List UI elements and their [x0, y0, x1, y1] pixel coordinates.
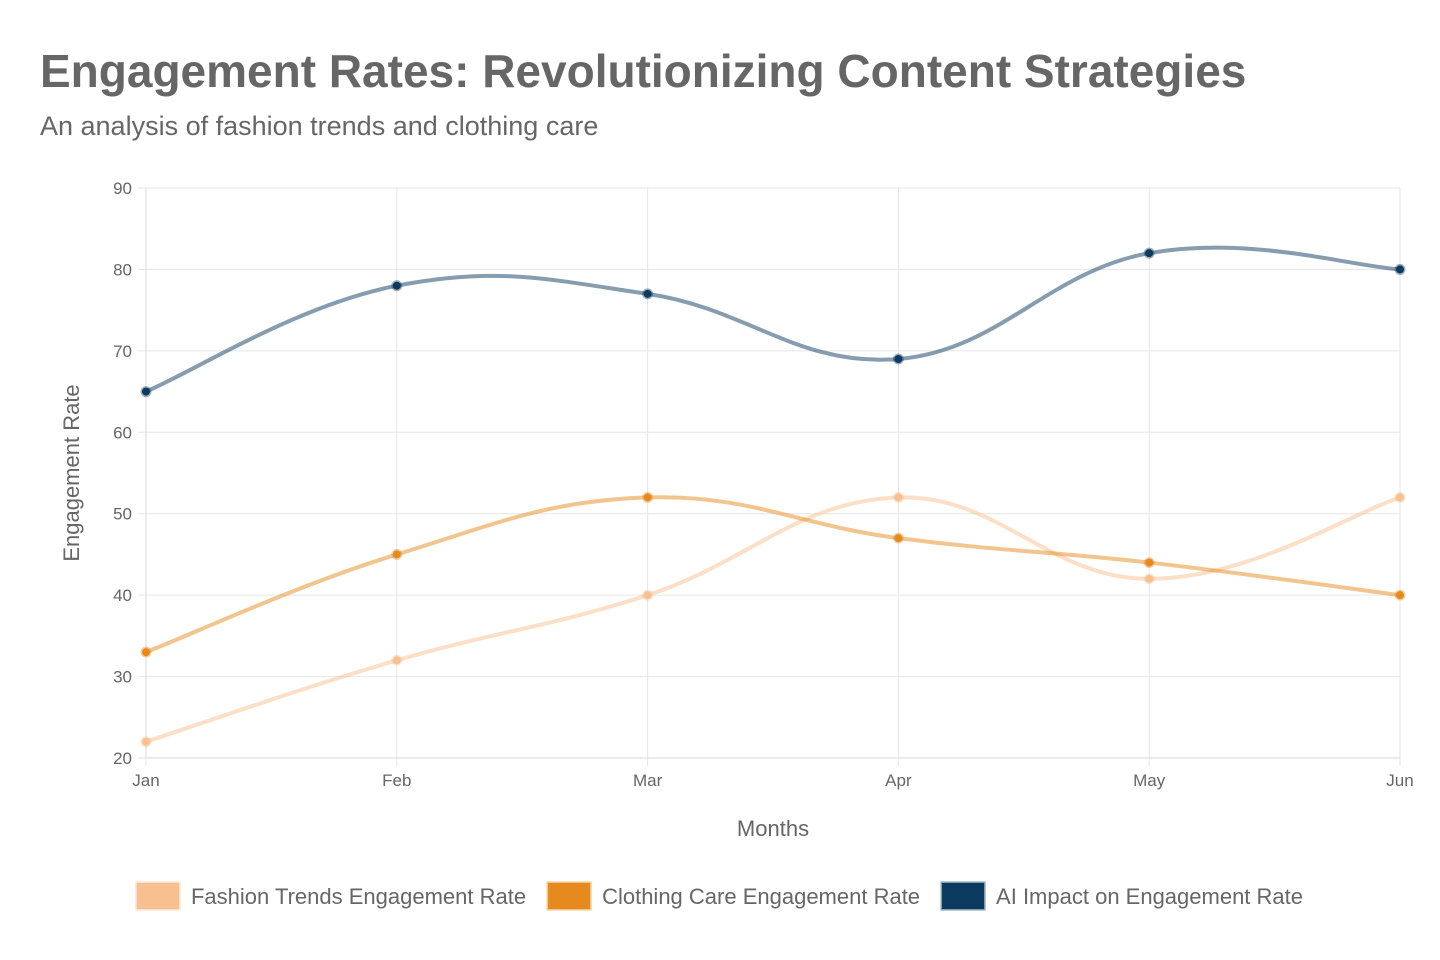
data-point-fashion-trends-engagement-rate-apr[interactable]: [892, 491, 904, 503]
y-tick-label: 90: [113, 179, 132, 198]
axes: 20 30 40 50 60 70 80 90 Jan Feb Mar Apr May Jun: [113, 179, 1414, 790]
data-point-clothing-care-engagement-rate-mar[interactable]: [642, 491, 654, 503]
legend-label: Fashion Trends Engagement Rate: [191, 884, 526, 909]
y-tick-label: 60: [113, 423, 132, 442]
data-point-ai-impact-on-engagement-rate-feb[interactable]: [391, 280, 403, 292]
chart-subtitle: An analysis of fashion trends and clothi…: [40, 111, 599, 141]
data-point-ai-impact-on-engagement-rate-jan[interactable]: [140, 386, 152, 398]
series-lines: [144, 245, 1402, 744]
data-point-fashion-trends-engagement-rate-mar[interactable]: [642, 589, 654, 601]
data-point-fashion-trends-engagement-rate-jan[interactable]: [140, 736, 152, 748]
y-tick-label: 30: [113, 668, 132, 687]
legend-label: Clothing Care Engagement Rate: [602, 884, 920, 909]
data-point-clothing-care-engagement-rate-apr[interactable]: [892, 532, 904, 544]
legend-item-ai-impact-on-engagement-rate[interactable]: AI Impact on Engagement Rate: [940, 881, 1303, 911]
series-points: [140, 247, 1406, 748]
chart-title: Engagement Rates: Revolutionizing Conten…: [40, 45, 1247, 97]
legend-item-fashion-trends-engagement-rate[interactable]: Fashion Trends Engagement Rate: [135, 881, 526, 911]
data-point-ai-impact-on-engagement-rate-may[interactable]: [1143, 247, 1155, 259]
legend-swatch: [940, 881, 986, 911]
x-tick-label: Apr: [885, 771, 912, 790]
data-point-fashion-trends-engagement-rate-may[interactable]: [1143, 573, 1155, 585]
grid-lines: [145, 187, 1401, 766]
legend-item-clothing-care-engagement-rate[interactable]: Clothing Care Engagement Rate: [546, 881, 920, 911]
data-point-ai-impact-on-engagement-rate-jun[interactable]: [1394, 263, 1406, 275]
y-axis-title: Engagement Rate: [59, 384, 84, 561]
data-point-fashion-trends-engagement-rate-feb[interactable]: [391, 654, 403, 666]
y-tick-label: 20: [113, 749, 132, 768]
data-point-fashion-trends-engagement-rate-jun[interactable]: [1394, 491, 1406, 503]
data-point-clothing-care-engagement-rate-jan[interactable]: [140, 646, 152, 658]
data-point-ai-impact-on-engagement-rate-apr[interactable]: [892, 353, 904, 365]
series-line-fashion-trends-engagement-rate: [144, 495, 1402, 744]
legend-swatch: [135, 881, 181, 911]
x-tick-label: Mar: [633, 771, 663, 790]
data-point-clothing-care-engagement-rate-feb[interactable]: [391, 548, 403, 560]
series-line-ai-impact-on-engagement-rate: [144, 245, 1402, 394]
x-tick-label: Jan: [132, 771, 159, 790]
data-point-clothing-care-engagement-rate-jun[interactable]: [1394, 589, 1406, 601]
x-tick-label: Feb: [382, 771, 411, 790]
y-tick-label: 50: [113, 505, 132, 524]
x-tick-label: Jun: [1386, 771, 1413, 790]
data-point-clothing-care-engagement-rate-may[interactable]: [1143, 557, 1155, 569]
data-point-ai-impact-on-engagement-rate-mar[interactable]: [642, 288, 654, 300]
x-tick-label: May: [1133, 771, 1166, 790]
y-tick-label: 80: [113, 260, 132, 279]
series-line-clothing-care-engagement-rate: [144, 495, 1402, 655]
y-tick-label: 70: [113, 342, 132, 361]
legend-label: AI Impact on Engagement Rate: [996, 884, 1303, 909]
legend: Fashion Trends Engagement Rate Clothing C…: [135, 881, 1303, 911]
y-tick-label: 40: [113, 586, 132, 605]
legend-swatch: [546, 881, 592, 911]
x-axis-title: Months: [737, 816, 809, 841]
